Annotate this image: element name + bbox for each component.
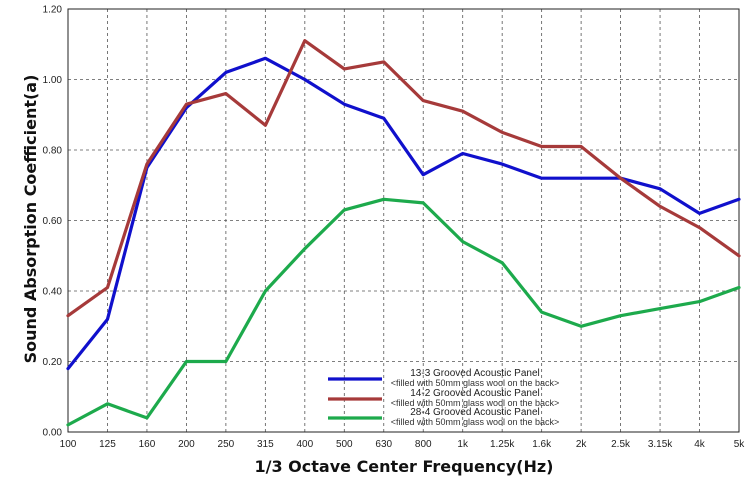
y-tick-label: 0.40	[43, 287, 63, 298]
x-tick-label: 800	[415, 439, 432, 450]
x-tick-label: 4k	[694, 439, 706, 450]
legend-label-1: 13-3 Grooved Acoustic Panel	[410, 368, 540, 379]
x-tick-label: 2k	[576, 439, 588, 450]
y-tick-label: 1.00	[43, 75, 63, 86]
x-tick-label: 1.6k	[532, 439, 552, 450]
x-tick-labels: 100 125 160 200 250 315 400 500 630 800 1k 1.25k 1.6…	[60, 439, 746, 450]
y-tick-label: 0.00	[43, 428, 63, 439]
y-axis-title: Sound Absorption Coefficient(a)	[21, 75, 40, 364]
legend-label-3: 28-4 Grooved Acoustic Panel	[410, 407, 540, 418]
series-line-3	[66, 197, 741, 427]
legend-label-2: 14-2 Grooved Acoustic Panel	[410, 388, 540, 399]
y-tick-label: 0.80	[43, 146, 63, 157]
series-line-2	[66, 39, 741, 318]
x-tick-label: 125	[99, 439, 116, 450]
x-tick-label: 250	[218, 439, 235, 450]
legend-note-1: <filled with 50mm glass wool on the back…	[391, 378, 560, 388]
x-tick-label: 100	[60, 439, 77, 450]
x-axis-title: 1/3 Octave Center Frequency(Hz)	[255, 457, 554, 476]
legend-note-3: <filled with 50mm glass wool on the back…	[391, 417, 560, 427]
x-tick-label: 500	[336, 439, 353, 450]
y-tick-label: 0.60	[43, 216, 63, 227]
x-tick-label: 315	[257, 439, 274, 450]
x-tick-label: 5k	[734, 439, 746, 450]
x-tick-label: 3.15k	[648, 439, 673, 450]
legend-note-2: <filled with 50mm glass wool on the back…	[391, 398, 560, 408]
plot-frame	[67, 8, 740, 433]
y-tick-label: 1.20	[43, 5, 63, 16]
x-tick-label: 200	[178, 439, 195, 450]
grid	[68, 9, 739, 432]
x-tick-label: 1.25k	[490, 439, 515, 450]
legend: 13-3 Grooved Acoustic Panel<filled with …	[328, 368, 559, 427]
x-tick-label: 400	[296, 439, 313, 450]
y-tick-label: 0.20	[43, 357, 63, 368]
x-tick-label: 2.5k	[611, 439, 631, 450]
series-line-1	[66, 56, 741, 371]
series-lines	[66, 39, 741, 427]
y-tick-labels: 0.00 0.20 0.40 0.60 0.80 1.00 1.20	[43, 5, 63, 439]
x-tick-label: 160	[139, 439, 156, 450]
x-tick-label: 630	[375, 439, 392, 450]
x-tick-label: 1k	[457, 439, 469, 450]
